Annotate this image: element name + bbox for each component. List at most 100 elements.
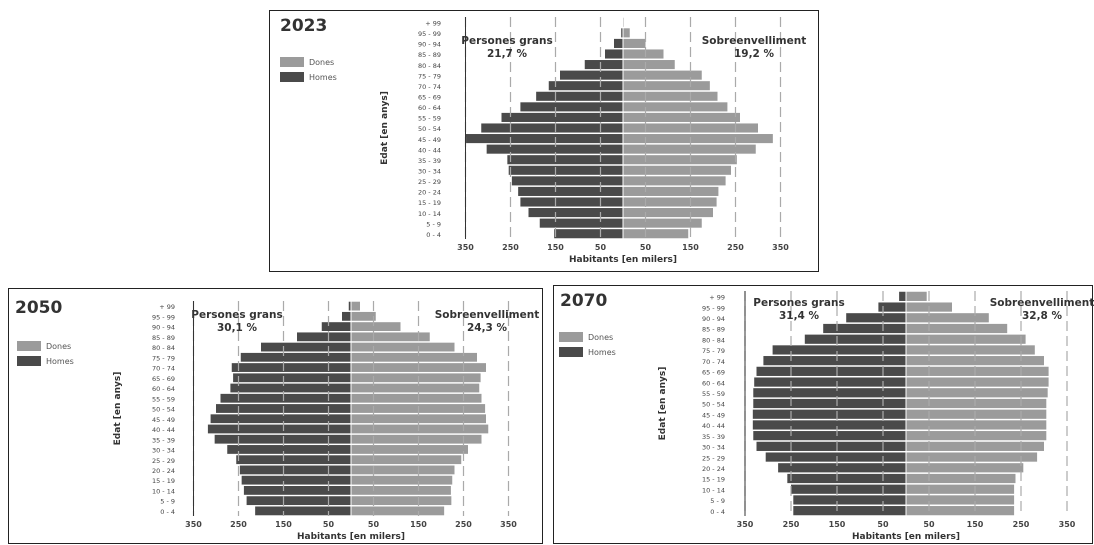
bar-dones <box>906 388 1048 398</box>
legend-label-homes: Homes <box>309 73 337 82</box>
legend-swatch-dones <box>280 57 304 67</box>
bar-homes <box>753 431 906 441</box>
bar-homes <box>791 484 906 494</box>
bar-dones <box>623 81 710 91</box>
bar-homes <box>793 506 906 516</box>
bar-dones <box>351 506 445 516</box>
bar-dones <box>351 486 451 495</box>
bar-homes <box>243 486 351 495</box>
x-tick-label: 50 <box>640 243 652 252</box>
bar-homes <box>486 144 623 154</box>
age-label: 35 - 39 <box>418 157 441 165</box>
x-tick-label: 250 <box>455 520 472 529</box>
bar-dones <box>351 496 452 506</box>
age-label: + 99 <box>709 294 725 302</box>
bar-homes <box>756 441 906 451</box>
bar-dones <box>906 420 1047 430</box>
age-label: 15 - 19 <box>702 476 725 484</box>
age-label: 20 - 24 <box>152 467 175 475</box>
legend-label-dones: Dones <box>588 333 613 342</box>
age-label: 15 - 19 <box>152 477 175 485</box>
annotation-sobreenvelliment-value: 19,2 % <box>734 48 775 60</box>
x-tick-label: 250 <box>783 520 800 529</box>
annotation-persones-grans-label: Persones grans <box>753 297 844 309</box>
x-tick-label: 350 <box>1059 520 1076 529</box>
age-label: 85 - 89 <box>418 51 441 59</box>
legend-label-dones: Dones <box>46 342 71 351</box>
age-label: 10 - 14 <box>152 487 175 495</box>
age-label: 5 - 9 <box>160 498 175 506</box>
bar-homes <box>520 102 623 112</box>
x-tick-label: 350 <box>772 243 789 252</box>
x-tick-label: 150 <box>829 520 846 529</box>
bar-homes <box>584 60 623 70</box>
x-tick-label: 50 <box>595 243 607 252</box>
x-tick-label: 50 <box>923 520 935 529</box>
age-label: + 99 <box>425 19 441 27</box>
x-tick-label: 250 <box>727 243 744 252</box>
bar-homes <box>621 28 623 38</box>
bar-homes <box>255 506 351 516</box>
age-label: 65 - 69 <box>418 93 441 101</box>
bar-homes <box>878 302 906 312</box>
x-tick-label: 150 <box>682 243 699 252</box>
bar-dones <box>351 332 430 342</box>
bar-homes <box>511 176 623 186</box>
bar-dones <box>351 393 482 403</box>
bar-dones <box>351 311 376 321</box>
bar-dones <box>351 475 453 485</box>
chart-title: 2050 <box>15 298 62 318</box>
bar-homes <box>207 424 351 434</box>
age-label: 35 - 39 <box>152 436 175 444</box>
bar-dones <box>623 229 689 239</box>
bar-homes <box>753 398 906 409</box>
bar-homes <box>793 495 906 505</box>
bar-homes <box>240 352 351 362</box>
bar-homes <box>210 414 351 424</box>
bar-dones <box>623 28 630 38</box>
bar-homes <box>539 218 623 228</box>
bar-dones <box>351 445 468 454</box>
age-label: 75 - 79 <box>702 347 725 355</box>
bar-dones <box>906 506 1015 516</box>
bar-homes <box>321 322 351 331</box>
age-label: 40 - 44 <box>702 422 725 430</box>
age-label: 85 - 89 <box>152 334 175 342</box>
age-label: 75 - 79 <box>418 72 441 80</box>
age-label: 85 - 89 <box>702 326 725 334</box>
bar-dones <box>351 434 482 444</box>
bar-homes <box>227 445 351 454</box>
bar-dones <box>623 218 702 228</box>
age-label: + 99 <box>159 303 175 311</box>
x-tick-label: 150 <box>967 520 984 529</box>
age-label: 80 - 84 <box>702 336 725 344</box>
age-label: 65 - 69 <box>152 375 175 383</box>
pyramid-chart-2050: 2050 Dones Homes 0 - 4 5 - 9 10 - 14 15 - 19 20… <box>15 298 539 542</box>
bar-dones <box>623 60 675 70</box>
age-label: 20 - 24 <box>702 465 725 473</box>
bar-dones <box>351 414 486 424</box>
age-label: 40 - 44 <box>418 146 441 154</box>
x-tick-label: 250 <box>230 520 247 529</box>
bar-homes <box>231 363 351 372</box>
bar-homes <box>520 197 623 207</box>
age-label: 55 - 59 <box>702 390 725 398</box>
age-label: 70 - 74 <box>152 365 175 373</box>
bar-homes <box>246 496 351 506</box>
age-label: 95 - 99 <box>702 304 725 312</box>
age-label: 40 - 44 <box>152 426 175 434</box>
x-tick-label: 50 <box>368 520 380 529</box>
bar-homes <box>297 332 351 342</box>
age-label: 20 - 24 <box>418 189 441 197</box>
y-axis-label: Edat [en anys] <box>658 367 668 441</box>
x-tick-label: 350 <box>185 520 202 529</box>
x-axis-label: Habitants [en milers] <box>569 255 677 265</box>
y-axis-label: Edat [en anys] <box>113 372 123 446</box>
bar-dones <box>351 383 480 393</box>
age-label: 90 - 94 <box>702 315 725 323</box>
bar-homes <box>236 455 351 465</box>
age-label: 0 - 4 <box>426 231 441 239</box>
age-label: 60 - 64 <box>702 379 725 387</box>
bar-dones <box>623 49 664 59</box>
age-label: 55 - 59 <box>152 395 175 403</box>
